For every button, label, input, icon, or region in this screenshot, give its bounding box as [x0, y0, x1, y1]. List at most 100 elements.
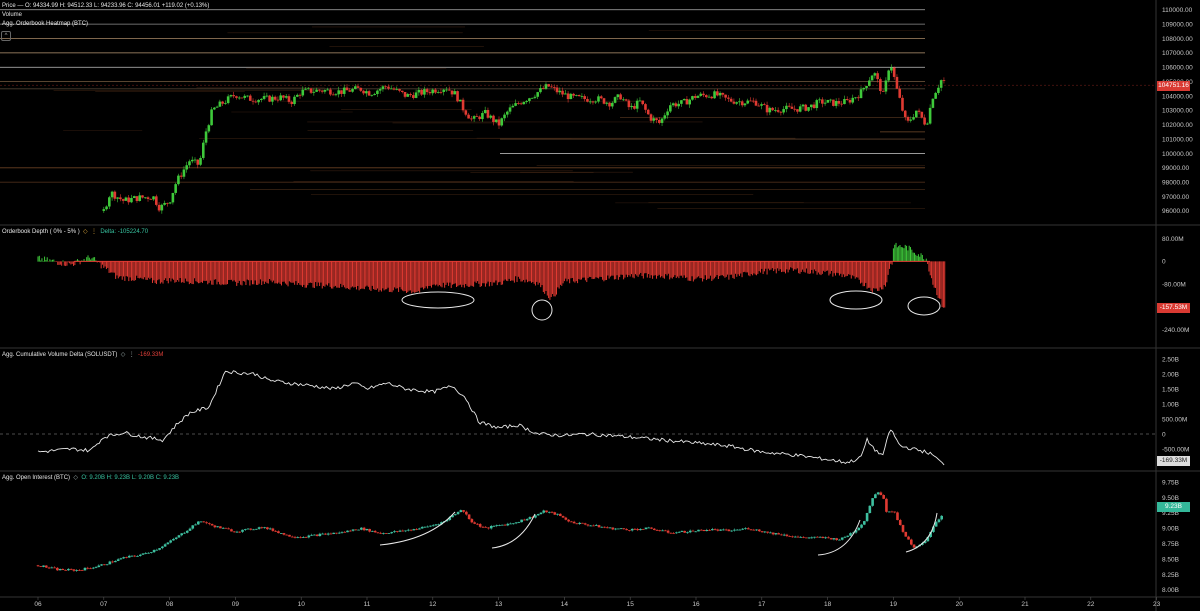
depth-bar [778, 261, 780, 271]
oi-candle [528, 517, 532, 520]
price-candle [232, 95, 235, 97]
depth-bar [76, 259, 78, 262]
oi-candle [78, 570, 81, 571]
price-tick-label: 98000.00 [1162, 179, 1189, 186]
oi-candle [506, 523, 510, 526]
depth-bar [852, 261, 854, 276]
x-tick-label: 08 [166, 601, 174, 608]
depth-bar [491, 261, 493, 286]
price-candle [738, 101, 741, 103]
depth-bar [745, 261, 747, 273]
oi-candle [271, 528, 275, 531]
cvd-line[interactable] [0, 370, 1155, 466]
depth-bar [667, 261, 669, 274]
price-candle [787, 105, 791, 107]
price-candle [235, 96, 238, 98]
oi-candle [788, 536, 791, 537]
depth-bar [907, 250, 909, 262]
oi-tick-label: 9.25B [1162, 510, 1179, 517]
oi-candle [390, 532, 394, 534]
oi-candle [564, 517, 568, 520]
depth-bar [415, 261, 417, 293]
depth-bar [749, 261, 751, 277]
price-candle [395, 88, 399, 90]
depth-bar [49, 259, 51, 262]
oi-candle [166, 542, 170, 545]
collapse-icon[interactable]: ^ [1, 31, 11, 41]
depth-bar [881, 261, 883, 290]
price-candle [782, 109, 785, 113]
depth-bar [559, 261, 561, 285]
depth-bar [775, 261, 777, 274]
depth-bar [53, 259, 55, 262]
depth-bar [524, 261, 526, 283]
oi-candle [840, 537, 844, 540]
oi-candle [238, 531, 242, 533]
depth-bar [912, 252, 914, 262]
depth-bar [557, 261, 559, 288]
menu-icon[interactable]: ⋮ [91, 229, 99, 235]
depth-bar [721, 261, 723, 276]
depth-bar [787, 261, 789, 273]
depth-bar [915, 254, 917, 262]
x-tick-label: 11 [364, 601, 371, 608]
depth-bar [628, 261, 630, 276]
depth-bar [540, 261, 542, 288]
oi-candle [755, 529, 758, 531]
price-candle [257, 99, 260, 103]
depth-bar [400, 261, 402, 290]
price-candle [431, 89, 434, 94]
oi-candle [874, 494, 877, 499]
depth-bar [199, 261, 201, 284]
depth-tag: -157.53M [1157, 303, 1190, 313]
oi-candle [429, 525, 432, 527]
depth-bar [355, 261, 357, 290]
price-candles[interactable] [0, 64, 1155, 214]
price-candle [240, 97, 244, 99]
settings-icon[interactable]: ◇ [119, 352, 128, 358]
menu-icon[interactable]: ⋮ [128, 352, 137, 358]
settings-icon[interactable]: ◇ [81, 229, 90, 235]
depth-bar [115, 261, 117, 279]
price-candle [494, 119, 498, 123]
price-candle [901, 97, 904, 111]
price-candle [423, 89, 426, 95]
depth-bar [858, 261, 860, 280]
depth-bar [736, 261, 738, 277]
price-candle [218, 101, 222, 107]
depth-bar [536, 261, 538, 282]
depth-bar [602, 261, 604, 280]
settings-icon[interactable]: ◇ [71, 475, 80, 481]
depth-bar [409, 261, 411, 291]
oi-candle [232, 531, 236, 533]
depth-bar [819, 261, 821, 275]
oi-candle [243, 529, 247, 530]
depth-bar [440, 261, 442, 287]
price-candle [334, 94, 338, 96]
depth-bar [625, 261, 627, 275]
depth-bar [191, 261, 193, 285]
oi-candle [746, 528, 750, 530]
price-candle [309, 88, 313, 93]
price-candle [287, 96, 291, 102]
depth-bar [732, 261, 734, 278]
oi-candle [97, 565, 101, 568]
oi-candle [766, 531, 769, 533]
price-candle [367, 91, 371, 96]
depth-bar [404, 261, 406, 292]
oi-candle [161, 546, 164, 549]
oi-candles[interactable] [36, 491, 943, 572]
oi-candle [912, 544, 916, 548]
depth-bar [348, 261, 350, 290]
depth-bar [917, 254, 919, 262]
depth-bar [505, 261, 507, 281]
depth-bar [159, 261, 161, 284]
oi-tick-label: 9.00B [1162, 526, 1179, 533]
oi-candle [829, 538, 833, 540]
depth-bar [783, 261, 785, 272]
oi-candle [846, 535, 850, 537]
depth-bar [311, 261, 313, 283]
depth-bar [442, 261, 444, 283]
depth-bars[interactable] [37, 242, 946, 308]
price-candle [110, 191, 114, 198]
